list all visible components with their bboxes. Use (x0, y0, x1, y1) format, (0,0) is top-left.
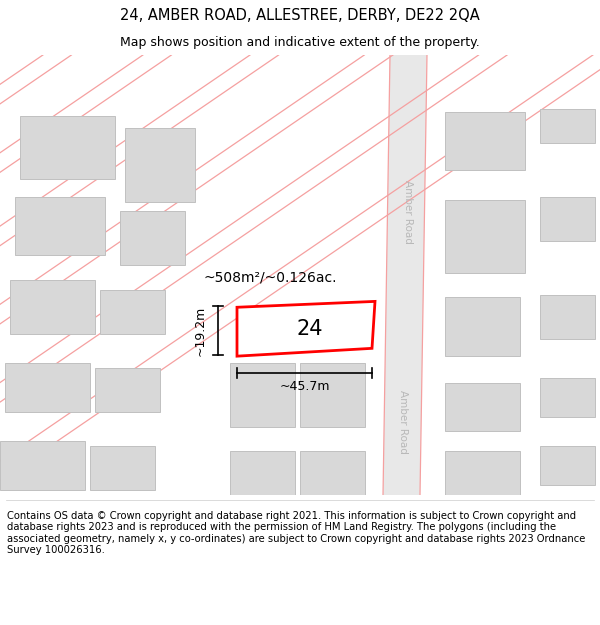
Text: Map shows position and indicative extent of the property.: Map shows position and indicative extent… (120, 36, 480, 49)
Bar (230, 451, 295, 495)
Bar (125, 128, 195, 202)
Text: ~508m²/~0.126ac.: ~508m²/~0.126ac. (203, 271, 337, 285)
Bar (540, 197, 595, 241)
Bar (10, 280, 95, 334)
Bar (20, 116, 115, 179)
Text: 24: 24 (297, 319, 323, 339)
Bar (445, 112, 525, 171)
Bar (540, 109, 595, 143)
Text: ~19.2m: ~19.2m (193, 306, 206, 356)
Text: Contains OS data © Crown copyright and database right 2021. This information is : Contains OS data © Crown copyright and d… (7, 511, 586, 556)
Bar (445, 298, 520, 356)
Bar (300, 363, 365, 426)
Bar (15, 197, 105, 256)
Bar (230, 363, 295, 426)
Bar (540, 378, 595, 417)
Bar (95, 368, 160, 412)
Text: Amber Road: Amber Road (403, 179, 413, 243)
Text: ~45.7m: ~45.7m (279, 380, 330, 393)
Bar (445, 382, 520, 431)
Bar (300, 451, 365, 495)
Polygon shape (383, 55, 427, 495)
Bar (120, 211, 185, 265)
Bar (445, 200, 525, 273)
Text: 24, AMBER ROAD, ALLESTREE, DERBY, DE22 2QA: 24, AMBER ROAD, ALLESTREE, DERBY, DE22 2… (120, 8, 480, 23)
Bar (90, 446, 155, 490)
Bar (5, 363, 90, 412)
Bar (540, 294, 595, 339)
Bar (445, 451, 520, 495)
Bar (0, 441, 85, 490)
Bar (540, 446, 595, 485)
Text: Amber Road: Amber Road (398, 390, 408, 454)
Bar (100, 289, 165, 334)
Polygon shape (237, 301, 375, 356)
